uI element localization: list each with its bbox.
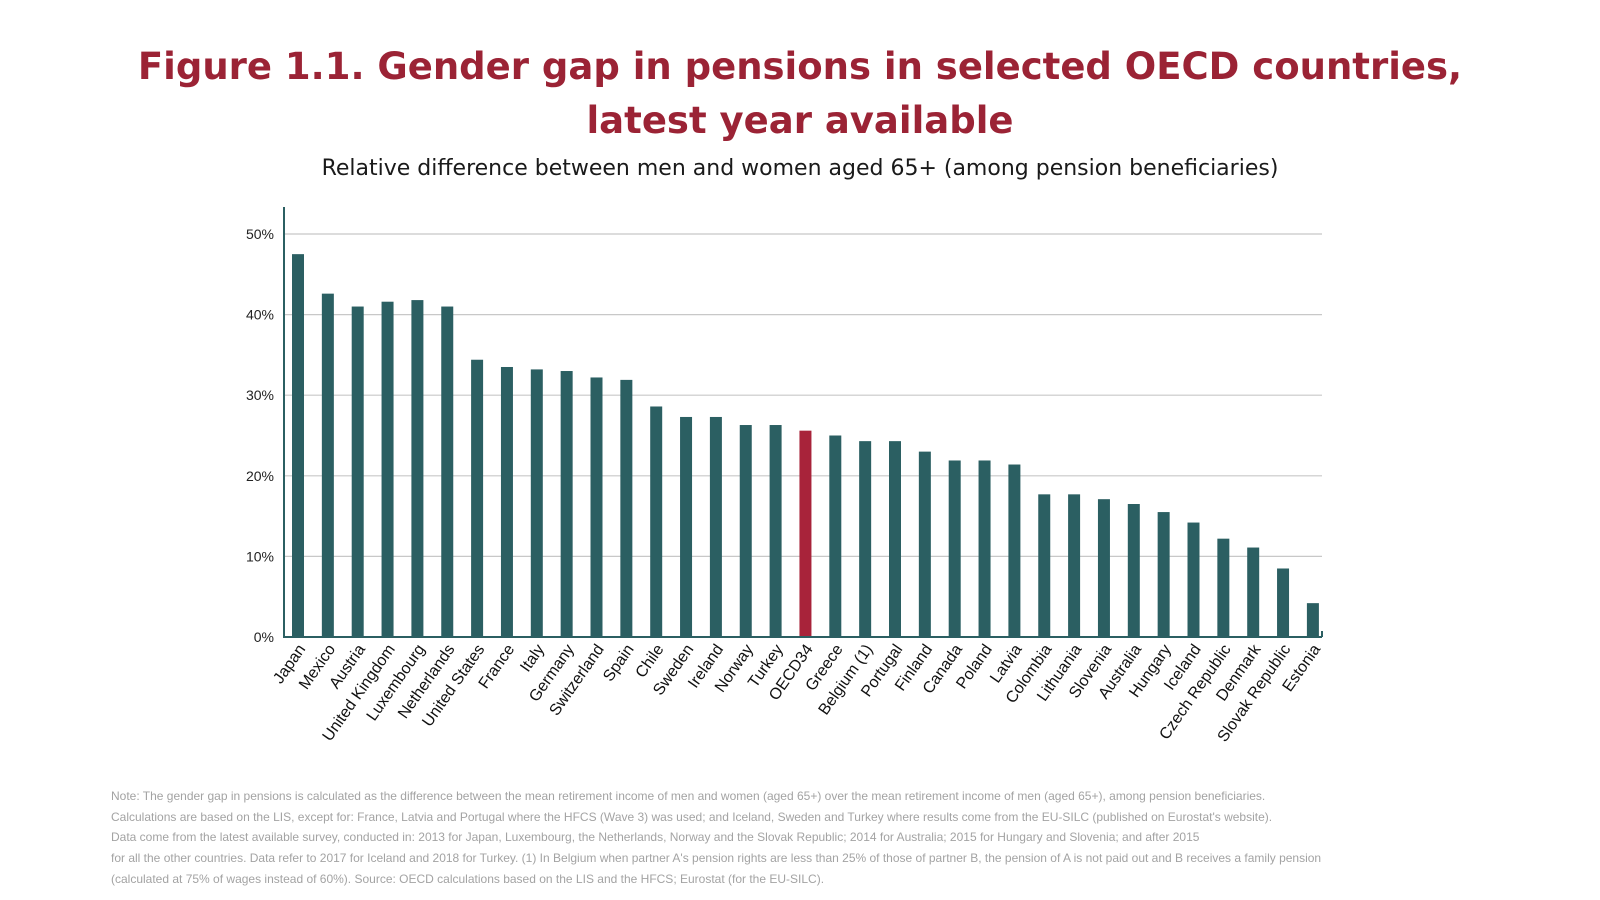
bar	[799, 430, 812, 637]
bar	[441, 306, 454, 637]
y-tick-label: 0%	[254, 629, 274, 645]
figure-notes: Note: The gender gap in pensions is calc…	[111, 786, 1561, 890]
bar	[1306, 603, 1319, 637]
bar	[590, 377, 603, 637]
bar	[680, 416, 693, 637]
bar	[1008, 464, 1021, 637]
bar	[1217, 538, 1230, 637]
bar	[889, 441, 901, 637]
bar	[1068, 494, 1081, 637]
y-tick-label: 10%	[246, 548, 274, 564]
bar	[829, 435, 842, 637]
y-tick-label: 30%	[246, 387, 274, 403]
bar	[1097, 499, 1110, 637]
bar	[292, 254, 304, 637]
bar	[500, 366, 513, 637]
y-tick-label: 50%	[246, 226, 274, 242]
bar	[650, 406, 663, 637]
bar	[948, 460, 961, 637]
bar	[709, 416, 722, 637]
figure-title: Figure 1.1. Gender gap in pensions in se…	[0, 40, 1600, 148]
bar	[471, 359, 484, 637]
bar	[1247, 547, 1260, 637]
x-tick-label: Spain	[600, 642, 637, 685]
bar	[411, 300, 424, 637]
bar	[739, 425, 752, 637]
note-line: Calculations are based on the LIS, excep…	[111, 809, 1273, 824]
figure-subtitle: Relative difference between men and wome…	[321, 156, 1279, 181]
bar	[978, 460, 991, 637]
bar	[859, 441, 872, 637]
y-tick-label: 40%	[246, 307, 274, 323]
bar	[530, 369, 543, 637]
note-line: Data come from the latest available surv…	[111, 830, 1200, 845]
y-tick-label: 20%	[246, 468, 274, 484]
bar	[620, 379, 633, 637]
figure-title-line-2: latest year available	[586, 99, 1014, 142]
bar	[918, 451, 931, 637]
bar-chart: 0%10%20%30%40%50%JapanMexicoAustriaUnite…	[246, 207, 1324, 745]
bar	[321, 293, 334, 637]
note-line: Note: The gender gap in pensions is calc…	[111, 789, 1266, 803]
bar	[1038, 494, 1051, 637]
bar	[1127, 504, 1140, 637]
bar	[769, 425, 782, 637]
note-line: for all the other countries. Data refer …	[111, 851, 1322, 866]
bar	[351, 306, 364, 637]
bar	[560, 371, 573, 637]
note-line: (calculated at 75% of wages instead of 6…	[111, 871, 825, 886]
bar	[1187, 522, 1200, 637]
bar	[1157, 512, 1170, 637]
bar	[381, 301, 394, 637]
bar	[1277, 568, 1290, 637]
figure-title-line-1: Figure 1.1. Gender gap in pensions in se…	[137, 45, 1463, 88]
